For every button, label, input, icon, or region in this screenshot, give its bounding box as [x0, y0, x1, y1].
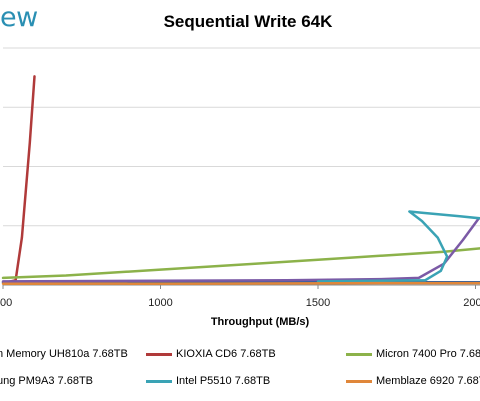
legend-item: n Memory UH810a 7.68TB — [0, 348, 128, 360]
legend-label: ung PM9A3 7.68TB — [0, 375, 94, 387]
legend-item: ung PM9A3 7.68TB — [0, 375, 93, 387]
legend-swatch — [346, 379, 372, 383]
x-tick-label: 1000 — [148, 297, 172, 309]
series-line-4 — [316, 210, 480, 283]
series-line-5 — [1, 281, 480, 286]
legend-item: KIOXIA CD6 7.68TB — [146, 348, 276, 360]
chart-title: Sequential Write 64K — [163, 12, 333, 31]
legend-label: KIOXIA CD6 7.68TB — [176, 348, 276, 360]
gridlines — [3, 47, 480, 227]
x-tick-label: 500 — [0, 297, 12, 309]
brand-logo-text: ew — [0, 2, 38, 33]
legend-item: Memblaze 6920 7.68TB — [346, 375, 480, 387]
legend-label: n Memory UH810a 7.68TB — [0, 348, 128, 360]
legend-label: Memblaze 6920 7.68TB — [376, 375, 480, 387]
legend-swatch — [146, 352, 172, 356]
legend-item: Micron 7400 Pro 7.68TB — [346, 348, 480, 360]
legend-swatch — [346, 352, 372, 356]
series-line-2 — [1, 247, 480, 280]
legend-item: Intel P5510 7.68TB — [146, 375, 270, 387]
series-lines — [1, 75, 480, 286]
legend-label: Micron 7400 Pro 7.68TB — [376, 348, 480, 360]
series-line-3 — [1, 217, 480, 283]
legend-label: Intel P5510 7.68TB — [176, 375, 271, 387]
x-tick-label: 2000 — [463, 297, 480, 309]
x-tick-label: 1500 — [306, 297, 330, 309]
x-axis-label: Throughput (MB/s) — [210, 316, 310, 328]
legend-swatch — [146, 379, 172, 383]
x-tick-labels: 5001000150020002500 — [0, 285, 480, 309]
